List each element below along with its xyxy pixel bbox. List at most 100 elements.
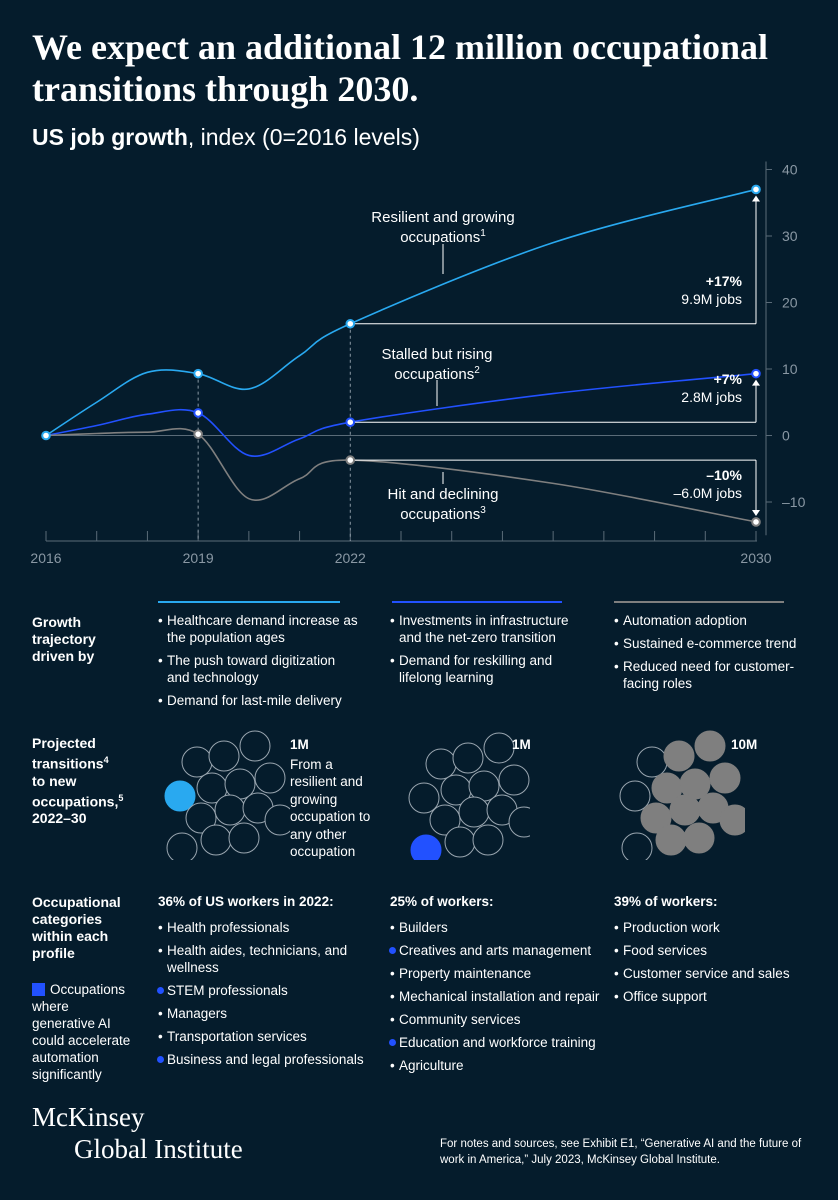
y-tick-label: 10	[782, 361, 798, 377]
occupation-bubble	[669, 794, 701, 826]
bubble-cluster-declining	[619, 730, 745, 860]
chart-annotations: +17% 9.9M jobs +7% 2.8M jobs –10% –6.0M jobs R…	[350, 195, 760, 523]
occupation-bubble	[254, 762, 286, 794]
occupation-bubble	[640, 802, 672, 834]
resilient-series-line	[45, 188, 757, 437]
category-head: 39% of workers:	[614, 894, 718, 909]
categories-stalled: 25% of workers: Builders Creatives and art…	[389, 893, 610, 1080]
category-item: Food services	[614, 942, 814, 959]
occupation-bubble	[410, 834, 442, 860]
drivers-declining: Automation adoption Sustained e-commerce …	[614, 612, 814, 698]
declining-jobs-label: –6.0M jobs	[674, 485, 742, 501]
x-tick-label: 2016	[30, 550, 61, 566]
category-head: 25% of workers:	[390, 894, 494, 909]
driver-item: Demand for reskilling and lifelong learn…	[390, 652, 580, 686]
headline: We expect an additional 12 million occup…	[32, 27, 769, 109]
category-item: Property maintenance	[390, 965, 610, 982]
resilient-point-2022	[345, 318, 356, 329]
occupation-bubble	[166, 832, 198, 860]
category-item: Managers	[158, 1005, 378, 1022]
occupation-bubble	[663, 740, 695, 772]
occupation-bubble	[483, 732, 515, 764]
transitions-footnote-4: 4	[103, 755, 109, 765]
occupation-bubble	[425, 748, 457, 780]
stalled-name-line2: occupations2	[394, 365, 480, 383]
resilient-point-2019	[193, 368, 203, 379]
driver-item: Demand for last-mile delivery	[158, 692, 358, 709]
occupation-bubble	[636, 746, 668, 778]
bubble-cluster-resilient	[164, 730, 290, 860]
drivers-resilient: Healthcare demand increase as the popula…	[158, 612, 358, 715]
resilient-jobs-label: 9.9M jobs	[681, 291, 742, 307]
transition-amount: 1M	[290, 737, 309, 752]
occupation-bubble	[239, 730, 271, 762]
stalled-name-line1: Stalled but rising	[382, 346, 493, 363]
stalled-series-line	[45, 372, 757, 457]
y-tick-label: 0	[782, 428, 790, 444]
chart-markers	[41, 184, 761, 527]
transition-value-declining: 10M	[731, 736, 757, 756]
declining-point-2019	[193, 429, 203, 439]
transition-note: From a resilient and growing occupation …	[290, 756, 371, 860]
driver-item: The push toward digitization and technol…	[158, 652, 358, 686]
category-item: Agriculture	[390, 1057, 610, 1074]
chart-lines	[45, 188, 757, 523]
category-item: Transportation services	[158, 1028, 378, 1045]
category-item: Mechanical installation and repair	[390, 988, 610, 1005]
bubble-cluster-stalled	[408, 732, 530, 860]
resilient-arrow-head	[752, 195, 760, 202]
category-item: Builders	[390, 919, 610, 936]
category-item: Health professionals	[158, 919, 378, 936]
category-head: 36% of US workers in 2022:	[158, 894, 334, 909]
resilient-percent-label: +17%	[706, 273, 743, 289]
logo-line1: McKinsey	[32, 1102, 145, 1132]
transitions-label-line2: transitions	[32, 755, 104, 772]
occupation-bubble	[408, 782, 440, 814]
logo-line2: Global Institute	[74, 1134, 243, 1164]
category-item: Production work	[614, 919, 814, 936]
stalled-point-2030	[751, 368, 761, 379]
occupation-bubble	[655, 824, 687, 856]
stalled-percent-label: +7%	[714, 371, 743, 387]
category-item: Office support	[614, 988, 814, 1005]
occupational-categories-label: Occupational categories within each prof…	[32, 894, 121, 961]
transitions-label-line5: 2022–30	[32, 810, 87, 827]
resilient-point-2030	[751, 184, 761, 195]
declining-point-2030	[751, 517, 761, 527]
category-item: Health aides, technicians, and wellness	[158, 942, 378, 976]
transitions-label-line3: to new	[32, 772, 77, 789]
chart-subtitle: US job growth, index (0=2016 levels)	[32, 124, 420, 151]
generative-ai-legend-swatch	[32, 983, 45, 996]
y-tick-label: 20	[782, 295, 798, 311]
occupation-bubble	[228, 822, 260, 854]
chart-axes: 2016 2019 2022 2030 40 30 20 10 0 –10	[30, 161, 806, 566]
subtitle-rest: , index (0=2016 levels)	[187, 124, 420, 150]
occupation-bubble	[208, 740, 240, 772]
transitions-footnote-5: 5	[118, 792, 124, 803]
category-item: Customer service and sales	[614, 965, 814, 982]
declining-footnote: 3	[480, 505, 486, 516]
y-tick-label: 30	[782, 228, 798, 244]
occupation-bubble	[200, 824, 232, 856]
occupation-bubble	[709, 762, 741, 794]
occupation-bubble	[619, 780, 651, 812]
resilient-point-2016	[41, 430, 51, 441]
transition-value-resilient: 1M From a resilient and growing occupatio…	[290, 736, 380, 861]
declining-percent-label: –10%	[706, 467, 742, 483]
declining-arrow-head	[752, 509, 760, 516]
category-item: Community services	[390, 1011, 610, 1028]
driver-item: Investments in infrastructure and the ne…	[390, 612, 580, 646]
occupation-bubble	[621, 832, 653, 860]
resilient-color-bar	[158, 601, 340, 603]
stalled-arrow-head	[752, 379, 760, 386]
stalled-point-2022	[345, 417, 356, 428]
category-item-genai: Business and legal professionals	[157, 1051, 378, 1068]
occupation-bubble	[508, 806, 530, 838]
transitions-label-line1: Projected	[32, 735, 96, 751]
occupation-bubble	[264, 804, 290, 836]
declining-series-line	[45, 427, 757, 523]
occupation-bubble	[181, 746, 213, 778]
occupation-bubble	[452, 742, 484, 774]
driver-item: Sustained e-commerce trend	[614, 635, 814, 652]
stalled-point-2019	[193, 408, 203, 418]
